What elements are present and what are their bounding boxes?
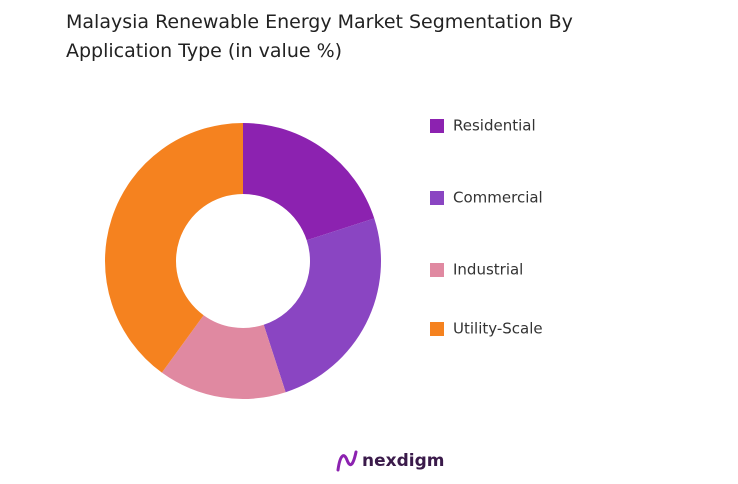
legend-label: Industrial bbox=[453, 261, 523, 279]
legend-swatch bbox=[430, 119, 444, 133]
legend-swatch bbox=[430, 191, 444, 205]
donut-segment bbox=[105, 123, 244, 373]
legend-label: Commercial bbox=[453, 189, 543, 207]
donut-segment bbox=[161, 315, 286, 399]
chart-title: Malaysia Renewable Energy Market Segment… bbox=[66, 11, 573, 62]
logo: nexdigm bbox=[336, 450, 444, 472]
legend-label: Utility-Scale bbox=[453, 320, 543, 338]
logo-icon bbox=[336, 450, 358, 472]
donut-segment bbox=[263, 218, 381, 393]
donut-segment bbox=[243, 123, 375, 241]
legend-swatch bbox=[430, 322, 444, 336]
logo-text: nexdigm bbox=[362, 451, 444, 471]
legend-swatch bbox=[430, 263, 444, 277]
legend-label: Residential bbox=[453, 117, 536, 135]
